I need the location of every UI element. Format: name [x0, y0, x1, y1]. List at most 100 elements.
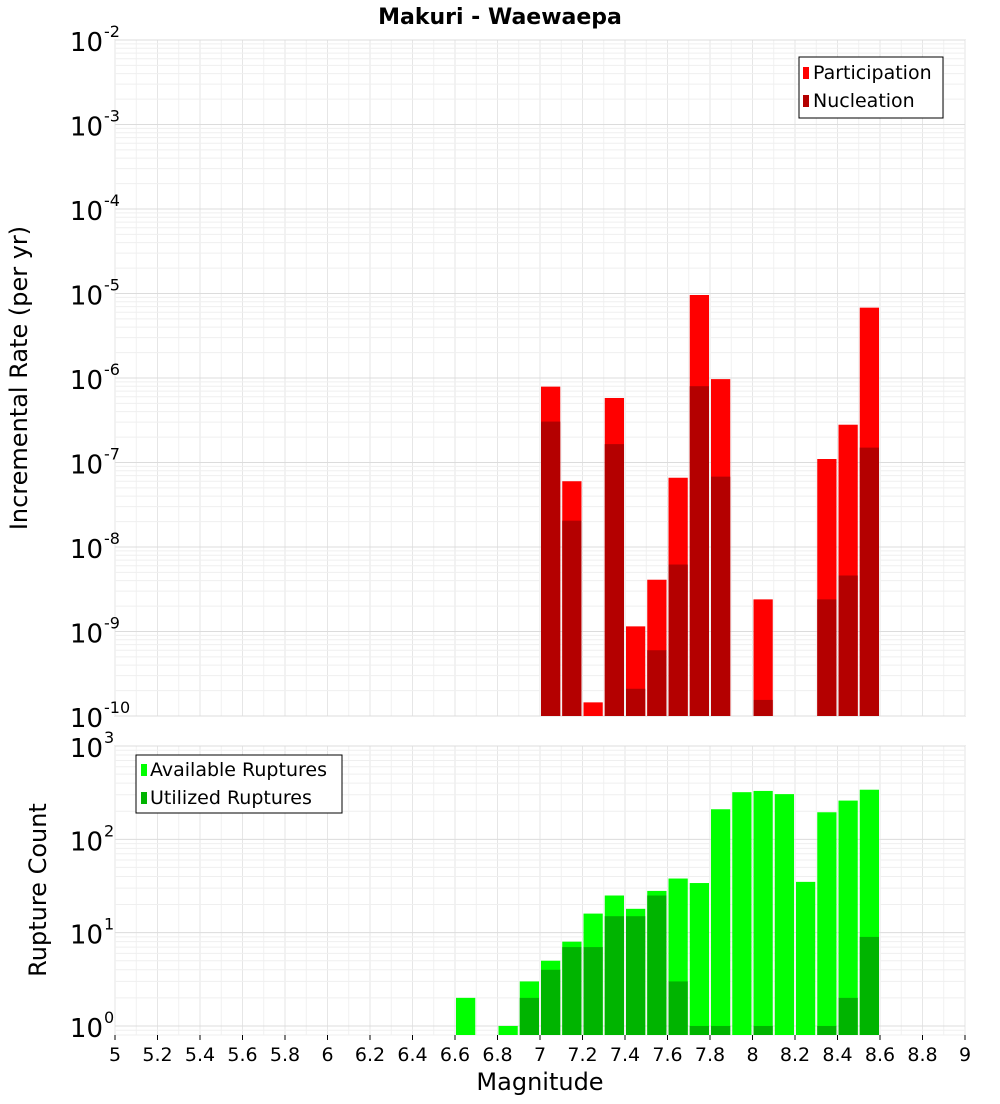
upper-series-1-bar: [838, 575, 858, 716]
upper-series-1-bar: [668, 564, 688, 716]
lower-series-1-bar: [817, 1025, 837, 1035]
x-tick-label: 8.4: [822, 1044, 852, 1066]
lower-y-tick-base: 10: [70, 1014, 103, 1044]
upper-y-tick-base: 10: [70, 535, 103, 565]
x-axis-label: Magnitude: [476, 1068, 603, 1096]
legend-label-available: Available Ruptures: [150, 759, 327, 781]
upper-series-1-bar: [859, 447, 879, 716]
upper-y-tick: 10 -10: [70, 698, 130, 734]
x-tick-label: 8.8: [907, 1044, 937, 1066]
x-tick-label: 5: [109, 1044, 121, 1066]
upper-series-1-bar: [626, 688, 646, 716]
upper-y-axis-label: Incremental Rate (per yr): [5, 226, 33, 530]
lower-series-1-bar: [647, 895, 667, 1035]
upper-y-tick-base: 10: [70, 620, 103, 650]
upper-series-0-bar: [583, 702, 603, 716]
x-tick-label: 7.4: [610, 1044, 640, 1066]
lower-y-tick-exponent: 0: [104, 1008, 114, 1027]
upper-y-tick-base: 10: [70, 28, 103, 58]
lower-y-tick: 10 2: [70, 821, 114, 857]
legend-label-utilized: Utilized Ruptures: [150, 787, 312, 809]
lower-series-0-bar: [838, 800, 858, 1035]
upper-legend: Participation Nucleation: [798, 56, 944, 119]
upper-plot: 10-210-310-410-510-610-710-810-910-10 In…: [5, 22, 966, 734]
upper-y-tick-base: 10: [70, 113, 103, 143]
upper-y-tick: 10 -4: [70, 191, 120, 227]
lower-y-tick-base: 10: [70, 827, 103, 857]
lower-legend: Available Ruptures Utilized Ruptures: [135, 754, 343, 814]
lower-series-0-bar: [456, 997, 476, 1035]
lower-y-tick: 10 3: [70, 728, 114, 764]
legend-swatch-participation: [803, 67, 809, 79]
lower-series-0-bar: [732, 792, 752, 1035]
legend-label-nucleation: Nucleation: [813, 90, 915, 112]
x-tick-label: 8.2: [780, 1044, 810, 1066]
lower-series-0-bar: [774, 794, 794, 1035]
lower-series-1-bar: [668, 981, 688, 1035]
upper-y-tick: 10 -9: [70, 614, 120, 650]
lower-series-0-bar: [817, 812, 837, 1035]
x-tick-label: 8.6: [865, 1044, 895, 1066]
upper-legend-box: [798, 56, 944, 119]
lower-y-tick: 10 0: [70, 1008, 114, 1044]
x-tick-label: 6.8: [482, 1044, 512, 1066]
upper-y-tick-base: 10: [70, 282, 103, 312]
upper-y-tick-labels: 10-210-310-410-510-610-710-810-910-10: [70, 22, 130, 734]
lower-series-1-bar: [689, 1025, 709, 1035]
lower-series-1-bar: [711, 1025, 731, 1035]
upper-series-1-bar: [604, 444, 624, 716]
lower-legend-box: [135, 754, 343, 814]
x-tick-label: 6.6: [440, 1044, 470, 1066]
lower-y-tick-base: 10: [70, 921, 103, 951]
legend-swatch-available: [141, 764, 147, 776]
x-tick-label: 6.2: [355, 1044, 385, 1066]
upper-grid: [114, 39, 966, 717]
lower-series-1-bar: [541, 969, 561, 1035]
upper-y-tick-exponent: -4: [104, 191, 120, 210]
upper-y-tick: 10 -2: [70, 22, 120, 58]
lower-series-1-bar: [583, 947, 603, 1035]
lower-y-tick: 10 1: [70, 915, 114, 951]
lower-y-tick-exponent: 2: [104, 821, 114, 840]
legend-swatch-nucleation: [803, 95, 809, 107]
upper-y-tick-base: 10: [70, 451, 103, 481]
upper-y-tick: 10 -3: [70, 107, 120, 143]
legend-swatch-utilized: [141, 792, 147, 804]
lower-y-tick-exponent: 3: [104, 728, 114, 747]
x-tick-label: 5.8: [270, 1044, 300, 1066]
upper-series-0-bar: [753, 599, 773, 716]
lower-series-1-bar: [838, 997, 858, 1035]
upper-bars: [541, 294, 879, 716]
x-tick-label: 6: [321, 1044, 333, 1066]
upper-y-tick-exponent: -8: [104, 529, 120, 548]
legend-label-participation: Participation: [813, 62, 932, 84]
upper-y-tick-exponent: -3: [104, 107, 120, 126]
upper-y-tick-exponent: -7: [104, 445, 120, 464]
upper-series-1-bar: [711, 476, 731, 716]
lower-y-tick-exponent: 1: [104, 915, 114, 934]
lower-series-1-bar: [519, 997, 539, 1035]
lower-series-1-bar: [626, 916, 646, 1035]
x-tick-label: 9: [959, 1044, 971, 1066]
x-tick-label: 6.4: [397, 1044, 427, 1066]
lower-series-0-bar: [753, 790, 773, 1035]
upper-series-1-bar: [562, 520, 582, 716]
upper-series-1-bar: [817, 599, 837, 716]
upper-y-tick: 10 -7: [70, 445, 120, 481]
upper-y-tick-exponent: -9: [104, 614, 120, 633]
upper-y-tick-base: 10: [70, 197, 103, 227]
lower-series-0-bar: [689, 883, 709, 1035]
upper-y-tick-exponent: -6: [104, 360, 120, 379]
x-tick-label: 7.8: [695, 1044, 725, 1066]
upper-series-1-bar: [541, 421, 561, 716]
upper-series-1-bar: [647, 650, 667, 716]
x-tick-label: 7: [534, 1044, 546, 1066]
upper-series-1-bar: [689, 386, 709, 716]
lower-series-0-bar: [796, 881, 816, 1035]
chart-title: Makuri - Waewaepa: [378, 5, 622, 30]
upper-y-tick-exponent: -2: [104, 22, 120, 41]
